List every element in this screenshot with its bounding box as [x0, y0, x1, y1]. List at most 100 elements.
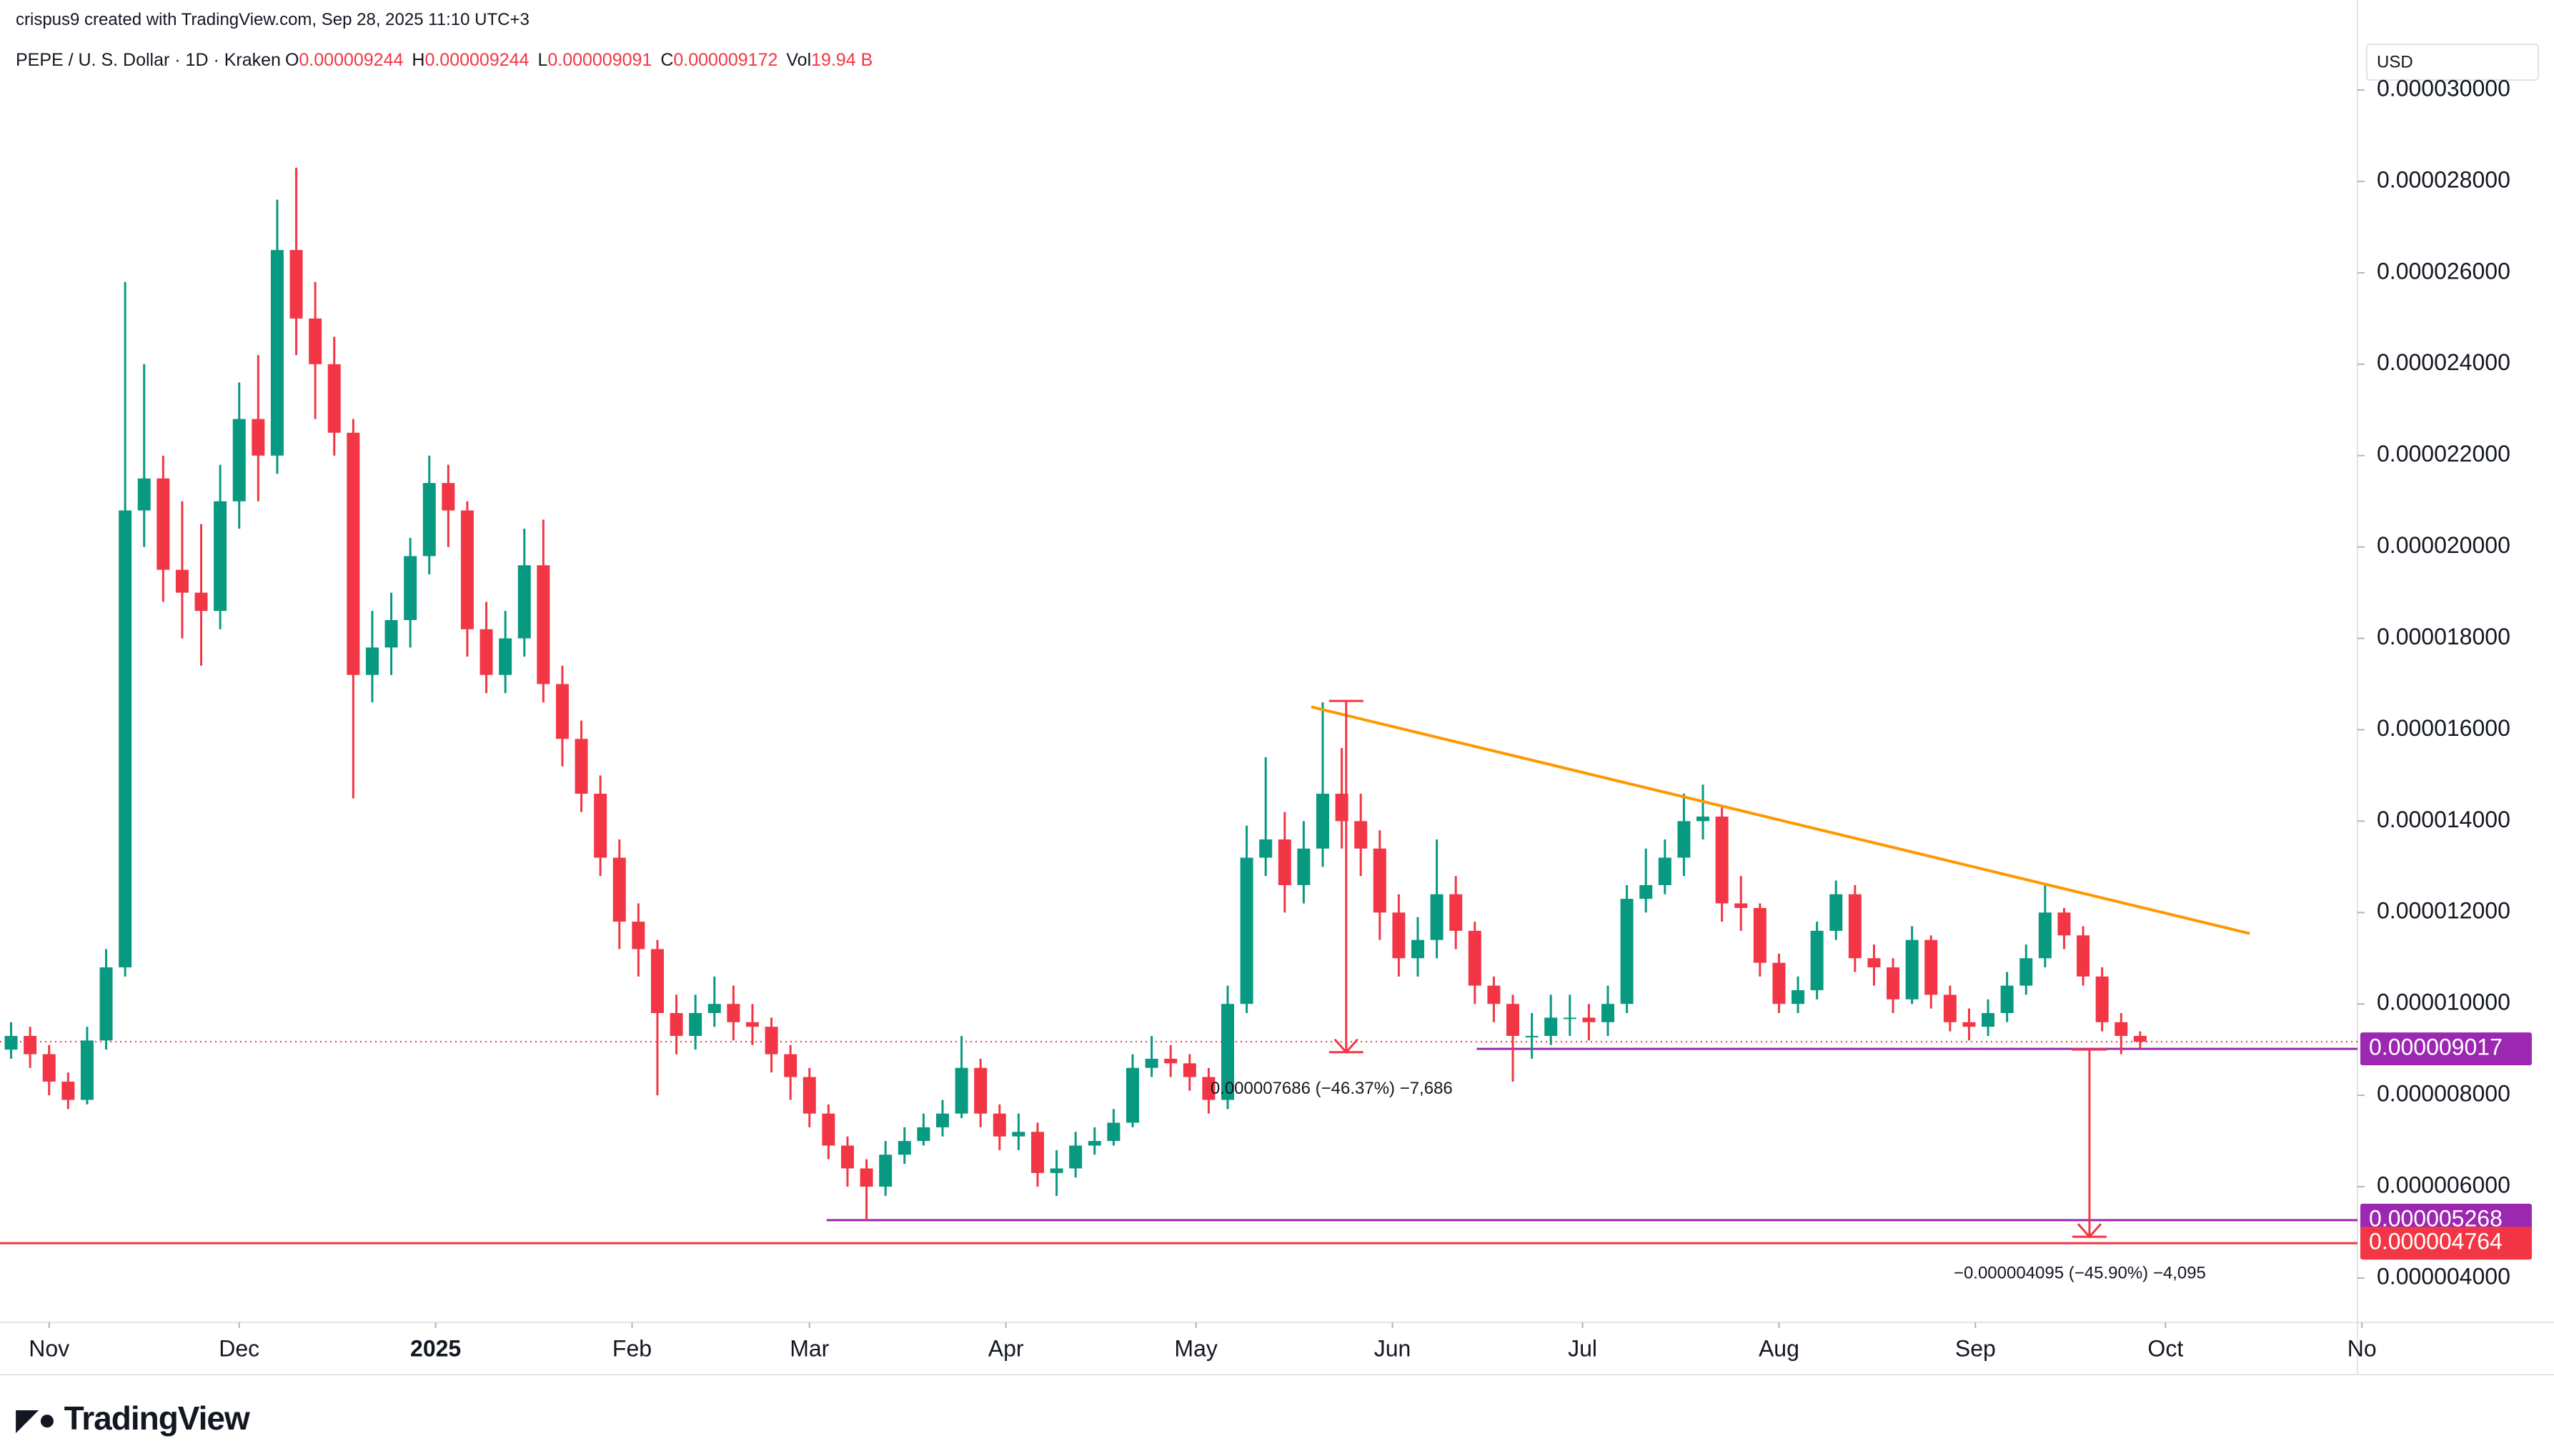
candle-body — [1715, 816, 1729, 904]
candle-body — [1582, 1017, 1596, 1022]
candle-body — [214, 501, 227, 612]
candle-body — [1069, 1145, 1083, 1169]
ohlc-key: H — [412, 50, 425, 70]
candle-body — [289, 249, 303, 319]
level-label-box — [2360, 1227, 2532, 1260]
candle-body — [974, 1067, 988, 1114]
candle-body — [803, 1077, 816, 1114]
measure-arrow — [1333, 1038, 1358, 1054]
candle-body — [404, 556, 417, 620]
candle-body — [2000, 985, 2014, 1014]
candle-body — [689, 1013, 702, 1036]
volume-key: Vol — [786, 50, 812, 70]
candle-body — [1487, 985, 1501, 1004]
candle-body — [1887, 967, 1900, 999]
x-tick-label: No — [2347, 1335, 2377, 1361]
symbol: PEPE / U. S. Dollar · 1D · Kraken — [16, 50, 281, 70]
candle-body — [2115, 1022, 2128, 1036]
candle-body — [499, 638, 512, 675]
y-tick-label: 0.000010000 — [2377, 989, 2510, 1015]
candle-body — [442, 483, 455, 511]
logo-text: TradingView — [64, 1400, 250, 1437]
candle-body — [935, 1113, 949, 1127]
candle-body — [1810, 930, 1824, 991]
candle-body — [384, 619, 398, 648]
candle-body — [1259, 839, 1273, 858]
candle-body — [422, 483, 436, 557]
candle-body — [765, 1027, 778, 1054]
y-tick-label: 0.000022000 — [2377, 441, 2510, 467]
candle-body — [1696, 816, 1710, 822]
candle-body — [1677, 821, 1691, 858]
candle-body — [1848, 894, 1862, 959]
candle-body — [119, 510, 132, 968]
level-label: 0.000004764 — [2369, 1229, 2503, 1255]
y-tick-label: 0.000008000 — [2377, 1081, 2510, 1107]
candle-body — [2038, 912, 2052, 959]
candle-body — [1468, 930, 1481, 986]
candle-body — [537, 565, 550, 684]
candle-body — [917, 1127, 930, 1142]
logo-mark: ◤● — [16, 1402, 56, 1436]
measure-label: −0.000004095 (−45.90%) −4,095 — [1954, 1263, 2206, 1282]
candle-body — [1411, 939, 1425, 959]
y-tick-label: 0.000018000 — [2377, 624, 2510, 649]
candle-body — [1943, 994, 1957, 1022]
candle-body — [1297, 848, 1311, 885]
ohlc-value: 0.000009244 — [424, 50, 530, 70]
x-tick-label: 2025 — [410, 1335, 461, 1361]
ohlc-value: 0.000009091 — [547, 50, 652, 70]
credit: crispus9 created with TradingView.com, S… — [16, 10, 530, 29]
candle-body — [156, 478, 170, 570]
candle-body — [2095, 976, 2109, 1022]
candle-body — [252, 419, 265, 456]
candle-body — [1658, 857, 1671, 885]
y-tick-label: 0.000030000 — [2377, 75, 2510, 101]
candle-body — [309, 318, 322, 364]
candle-body — [175, 569, 189, 593]
y-tick-label: 0.000028000 — [2377, 166, 2510, 192]
candle-body — [1753, 907, 1767, 963]
candle-body — [4, 1035, 18, 1050]
candle-body — [42, 1054, 56, 1082]
x-tick-label: Oct — [2147, 1335, 2183, 1361]
candle-body — [612, 857, 626, 922]
candle-body — [1563, 1017, 1576, 1019]
candle-body — [1145, 1058, 1158, 1068]
x-tick-label: Nov — [29, 1335, 69, 1361]
candle-body — [1050, 1168, 1063, 1173]
ohlc-key: C — [660, 50, 674, 70]
candle-body — [2019, 958, 2033, 986]
candle-body — [1221, 1004, 1234, 1100]
ohlc-item: H0.000009244 — [412, 50, 533, 70]
candle-body — [480, 629, 493, 675]
candle-body — [879, 1155, 893, 1187]
candle-body — [1088, 1141, 1101, 1146]
candle-body — [1126, 1067, 1139, 1123]
x-tick-label: Dec — [219, 1335, 259, 1361]
candle-body — [1430, 894, 1444, 940]
ohlc-value: 0.000009244 — [299, 50, 404, 70]
candle-body — [270, 249, 284, 456]
candle-body — [727, 1004, 740, 1022]
candle-body — [1506, 1004, 1520, 1036]
candle-body — [365, 647, 379, 675]
candle-body — [80, 1040, 94, 1100]
candle-body — [898, 1141, 911, 1155]
candle-body — [1620, 899, 1634, 1004]
x-tick-label: Feb — [612, 1335, 652, 1361]
candle-body — [24, 1035, 37, 1054]
candle-body — [1373, 848, 1386, 913]
y-tick-label: 0.000014000 — [2377, 807, 2510, 832]
y-tick-label: 0.000020000 — [2377, 532, 2510, 558]
candle-body — [1012, 1132, 1025, 1137]
candle-body — [1392, 912, 1406, 959]
candle-body — [1867, 958, 1881, 968]
y-tick-label: 0.000016000 — [2377, 715, 2510, 741]
x-tick-label: Mar — [790, 1335, 829, 1361]
candle-body — [1316, 794, 1330, 849]
candle-body — [1030, 1132, 1044, 1173]
candle-body — [632, 922, 645, 949]
